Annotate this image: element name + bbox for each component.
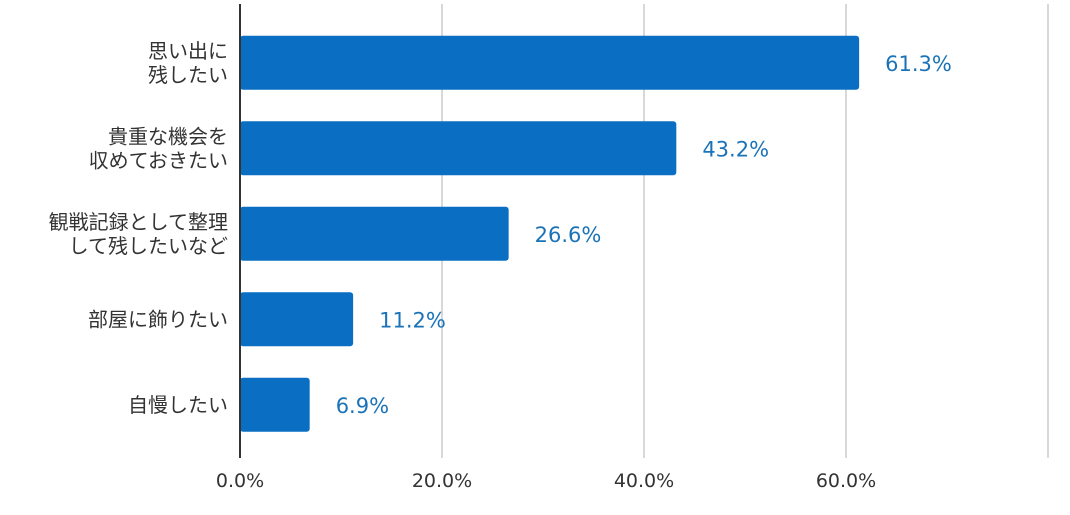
category-label: 残したい <box>148 63 228 87</box>
category-label: して残したいなど <box>69 234 228 258</box>
category-label: 収めておきたい <box>89 148 228 172</box>
data-label: 61.3% <box>885 52 952 76</box>
bar <box>240 35 860 90</box>
bar <box>240 292 354 347</box>
category-label: 貴重な機会を <box>108 124 228 148</box>
x-tick-label: 60.0% <box>816 470 876 492</box>
bar <box>240 121 677 176</box>
bar <box>240 377 310 432</box>
category-label: 観戦記録として整理 <box>49 210 228 234</box>
x-tick-label: 40.0% <box>614 470 674 492</box>
x-tick-label: 0.0% <box>216 470 264 492</box>
data-label: 6.9% <box>336 394 389 418</box>
category-label: 自慢したい <box>128 393 228 417</box>
category-label: 思い出に <box>148 39 228 63</box>
bar <box>240 206 509 261</box>
bars <box>240 35 860 432</box>
data-label: 11.2% <box>379 308 446 332</box>
x-tick-label: 20.0% <box>412 470 472 492</box>
data-label: 43.2% <box>702 137 769 161</box>
data-label: 26.6% <box>535 223 602 247</box>
category-label: 部屋に飾りたい <box>88 307 228 331</box>
